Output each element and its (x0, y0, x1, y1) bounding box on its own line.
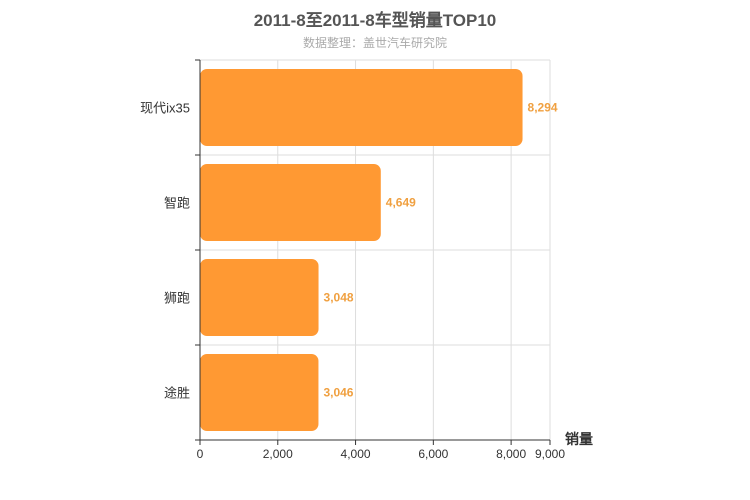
y-tick-label-2: 狮跑 (164, 291, 190, 306)
chart-title: 2011-8至2011-8车型销量TOP10 (253, 11, 497, 30)
x-tick-label-2: 4,000 (341, 447, 371, 461)
y-tick-label-3: 途胜 (164, 386, 190, 401)
bar-1 (200, 164, 381, 241)
data-label-1: 4,649 (386, 196, 416, 210)
chart-subtitle: 数据整理：盖世汽车研究院 (302, 36, 447, 50)
data-label-3: 3,046 (323, 386, 353, 400)
x-tick-label-0: 0 (197, 447, 204, 461)
data-label-2: 3,048 (324, 291, 354, 305)
x-tick-label-3: 6,000 (418, 447, 448, 461)
y-tick-label-0: 现代ix35 (140, 101, 190, 116)
x-tick-label-1: 2,000 (263, 447, 293, 461)
bar-0 (200, 69, 523, 146)
data-label-0: 8,294 (528, 101, 558, 115)
bar-3 (200, 354, 319, 431)
x-axis-title: 销量 (565, 431, 593, 447)
y-tick-label-1: 智跑 (164, 196, 190, 211)
x-tick-label-5: 9,000 (535, 447, 565, 461)
x-tick-label-4: 8,000 (496, 447, 526, 461)
bar-2 (200, 259, 319, 336)
